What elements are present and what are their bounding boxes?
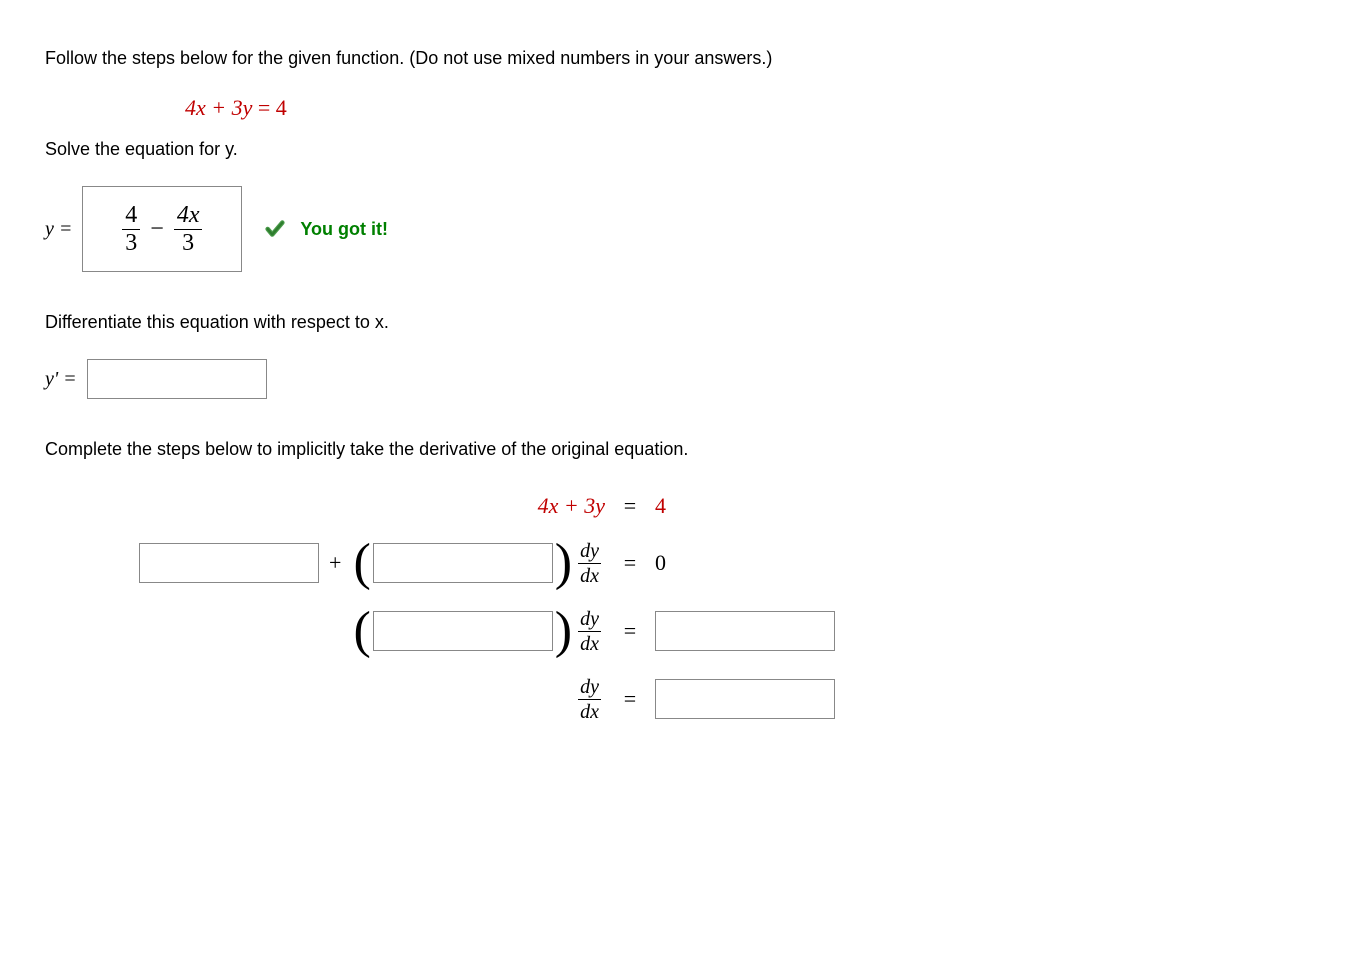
feedback-text: You got it! — [300, 219, 388, 240]
y-answer-term2: 4x 3 — [174, 202, 203, 256]
check-icon — [264, 218, 286, 240]
y-answer-op: − — [140, 216, 174, 243]
implicit-row-4: dy dx = — [45, 668, 1313, 730]
step3-text: Complete the steps below to implicitly t… — [45, 439, 1313, 460]
given-lhs: 4x + 3y — [185, 95, 252, 120]
given-equation: 4x + 3y = 4 — [185, 95, 1313, 121]
zero-label: 0 — [655, 550, 666, 576]
yprime-input[interactable] — [87, 359, 267, 399]
implicit-derivation: 4x + 3y = 4 + ( ) dy dx = 0 ( ) — [45, 486, 1313, 730]
dydx-label: dy dx — [578, 541, 601, 586]
eq-sign: = — [605, 550, 655, 576]
step2-row: y' = — [45, 359, 1313, 399]
eq-sign: = — [605, 493, 655, 519]
rparen-icon: ) — [553, 610, 574, 652]
implicit-input-a[interactable] — [139, 543, 319, 583]
dydx-label: dy dx — [578, 609, 601, 654]
implicit-input-b[interactable] — [373, 543, 553, 583]
rparen-icon: ) — [553, 542, 574, 584]
plus-sign: + — [319, 550, 351, 576]
intro-text: Follow the steps below for the given fun… — [45, 48, 1313, 69]
y-label: y = — [45, 218, 72, 241]
lparen-icon: ( — [351, 610, 372, 652]
step2-text: Differentiate this equation with respect… — [45, 312, 1313, 333]
step1-row: y = 4 3 − 4x 3 You got it! — [45, 186, 1313, 272]
y-answer-input[interactable]: 4 3 − 4x 3 — [82, 186, 242, 272]
implicit-orig-lhs: 4x + 3y — [538, 493, 605, 518]
implicit-row-3: ( ) dy dx = — [45, 600, 1313, 662]
implicit-input-c[interactable] — [373, 611, 553, 651]
implicit-row-orig: 4x + 3y = 4 — [45, 486, 1313, 526]
dydx-label: dy dx — [578, 677, 601, 722]
eq-sign: = — [605, 686, 655, 712]
eq-sign: = — [605, 618, 655, 644]
implicit-row-2: + ( ) dy dx = 0 — [45, 532, 1313, 594]
given-rhs: 4 — [276, 95, 287, 120]
yprime-label: y' = — [45, 368, 77, 391]
step1-text: Solve the equation for y. — [45, 139, 1313, 160]
implicit-input-e[interactable] — [655, 679, 835, 719]
implicit-orig-rhs: 4 — [655, 493, 666, 519]
lparen-icon: ( — [351, 542, 372, 584]
implicit-input-d[interactable] — [655, 611, 835, 651]
y-answer-term1: 4 3 — [122, 202, 140, 256]
